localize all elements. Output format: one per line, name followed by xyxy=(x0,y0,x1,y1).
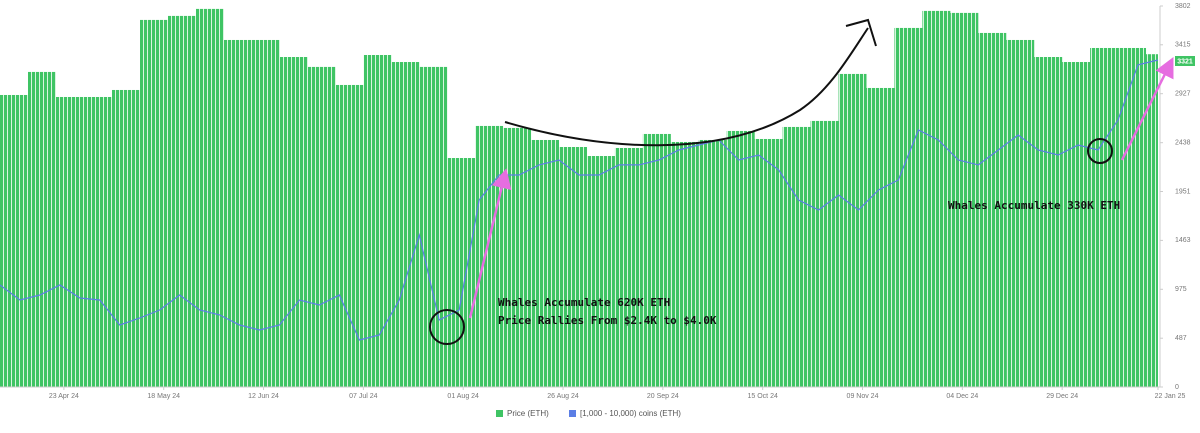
y-tick-label: 3415 xyxy=(1175,42,1191,49)
x-tick-label: 22 Jan 25 xyxy=(1155,393,1186,400)
bar xyxy=(447,158,476,387)
bars xyxy=(0,8,1158,388)
bar xyxy=(810,120,839,387)
y-tick-label: 1951 xyxy=(1175,188,1191,195)
bar xyxy=(503,127,532,387)
bar xyxy=(167,15,196,387)
pink-arrow xyxy=(468,168,512,319)
bar xyxy=(0,94,28,387)
arrow-head xyxy=(845,18,877,47)
bar xyxy=(642,133,671,387)
price-badge xyxy=(1175,56,1195,66)
x-tick-label: 29 Dec 24 xyxy=(1046,393,1078,400)
bar xyxy=(279,57,308,387)
legend-label[interactable]: [1,000 - 10,000) coins (ETH) xyxy=(580,409,681,418)
annotation: Whales Accumulate 330K ETH xyxy=(948,199,1120,212)
x-tick-label: 07 Jul 24 xyxy=(349,393,378,400)
bar xyxy=(111,89,140,388)
bar xyxy=(726,130,755,387)
x-tick-label: 26 Aug 24 xyxy=(547,393,579,400)
bar xyxy=(391,62,420,387)
bar xyxy=(559,146,587,387)
x-tick-label: 12 Jun 24 xyxy=(248,393,279,400)
y-tick-label: 1463 xyxy=(1175,237,1191,244)
bar xyxy=(838,73,867,388)
pink-arrow xyxy=(1120,57,1174,161)
y-tick-label: 975 xyxy=(1175,286,1187,293)
y-tick-label: 3802 xyxy=(1175,3,1191,10)
bar xyxy=(922,10,951,388)
bar xyxy=(1146,54,1158,388)
bar xyxy=(1006,39,1035,387)
bar xyxy=(586,156,615,387)
curve-arrow xyxy=(504,27,869,147)
circle-marker xyxy=(1087,138,1113,164)
bar xyxy=(1062,62,1091,387)
y-tick-label: 487 xyxy=(1175,335,1187,342)
bar xyxy=(670,141,699,387)
bar xyxy=(251,39,280,387)
bar xyxy=(55,96,84,387)
bar xyxy=(335,84,364,387)
axes: 0 487 975 1463 1951 2438 2927 3415 3802 23 Apr 24… xyxy=(0,3,1191,400)
annotation: Price Rallies From $2.4K to $4.0K xyxy=(498,314,717,327)
x-tick-label: 23 Apr 24 xyxy=(49,393,79,400)
legend-swatch xyxy=(569,410,576,417)
bar xyxy=(1118,47,1147,388)
bar xyxy=(894,27,923,388)
bar xyxy=(195,8,224,388)
x-tick-label: 15 Oct 24 xyxy=(748,393,778,400)
y-tick-label: 0 xyxy=(1175,384,1179,391)
bar xyxy=(27,71,56,388)
bar xyxy=(223,39,252,387)
x-tick-label: 18 May 24 xyxy=(147,393,180,400)
y-tick-label: 2927 xyxy=(1175,91,1191,98)
bar xyxy=(531,139,560,387)
bar xyxy=(950,12,979,387)
price-badge-label: 3321 xyxy=(1177,58,1193,65)
bar xyxy=(978,32,1007,387)
bar xyxy=(754,138,783,387)
x-tick-label: 20 Sep 24 xyxy=(647,393,679,400)
bar xyxy=(1090,47,1119,388)
bar xyxy=(698,139,727,387)
line xyxy=(0,59,1159,341)
bar xyxy=(363,55,392,387)
bar xyxy=(419,66,448,388)
annotation: Whales Accumulate 620K ETH xyxy=(498,296,670,309)
bar xyxy=(866,87,895,388)
bar xyxy=(307,66,336,388)
bar xyxy=(139,19,168,387)
legend-label[interactable]: Price (ETH) xyxy=(507,409,549,418)
x-tick-label: 04 Dec 24 xyxy=(946,393,978,400)
legend-swatch xyxy=(496,410,503,417)
circle-marker xyxy=(429,309,465,345)
bar xyxy=(1034,57,1063,387)
lines xyxy=(0,59,1159,341)
bar xyxy=(83,96,112,387)
bar xyxy=(782,126,811,387)
y-tick-label: 2438 xyxy=(1175,140,1191,147)
x-tick-label: 09 Nov 24 xyxy=(847,393,879,400)
bar xyxy=(475,125,504,387)
x-tick-label: 01 Aug 24 xyxy=(447,393,479,400)
bar xyxy=(614,147,643,387)
